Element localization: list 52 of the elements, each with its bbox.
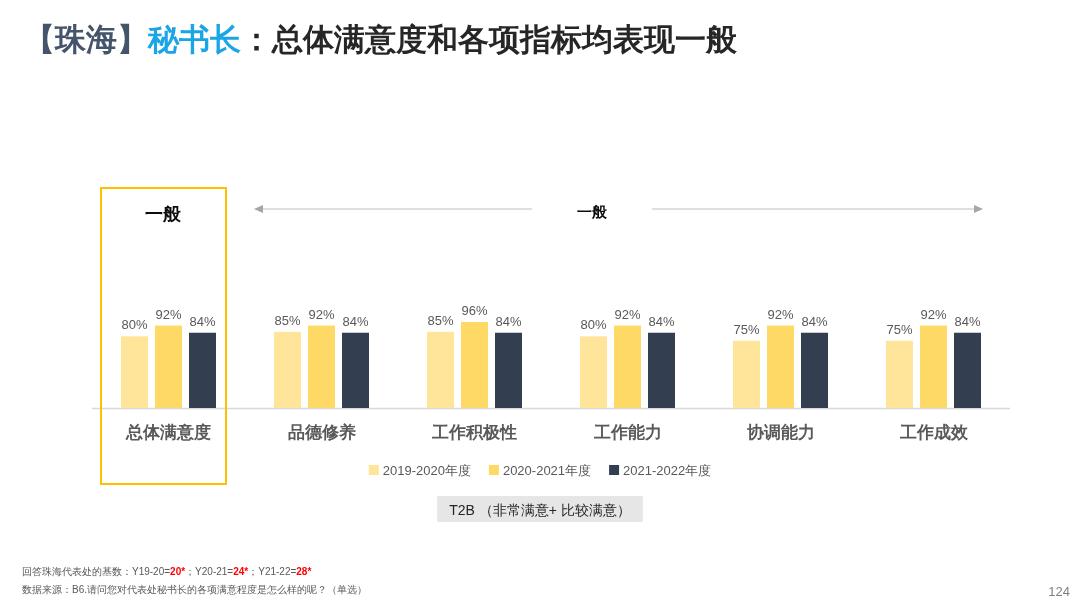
x-tick-label: 协调能力 bbox=[745, 423, 815, 442]
text: 124 bbox=[1048, 584, 1070, 599]
bar bbox=[767, 325, 794, 408]
bar bbox=[648, 332, 675, 408]
legend-label: 2021-2022年度 bbox=[623, 463, 712, 478]
bar bbox=[427, 331, 454, 408]
x-tick-label: 工作积极性 bbox=[431, 423, 517, 442]
bar bbox=[614, 325, 641, 408]
bar bbox=[342, 332, 369, 408]
data-label: 92% bbox=[155, 306, 182, 322]
bar bbox=[155, 325, 182, 408]
data-label: 84% bbox=[189, 313, 216, 329]
data-label: 92% bbox=[614, 306, 641, 322]
data-label: 84% bbox=[648, 313, 675, 329]
data-label: 85% bbox=[427, 312, 454, 328]
text: 一般 bbox=[145, 204, 182, 224]
data-label: 85% bbox=[274, 312, 301, 328]
data-label: 75% bbox=[886, 321, 913, 337]
bar bbox=[274, 331, 301, 408]
legend-label: 2019-2020年度 bbox=[382, 463, 471, 478]
data-label: 80% bbox=[580, 317, 607, 333]
bar bbox=[920, 325, 947, 408]
bar bbox=[308, 325, 335, 408]
bar bbox=[495, 332, 522, 408]
data-label: 92% bbox=[767, 306, 794, 322]
bar bbox=[189, 332, 216, 408]
bar bbox=[954, 332, 981, 408]
data-label: 80% bbox=[121, 317, 148, 333]
x-tick-label: 工作成效 bbox=[898, 423, 969, 442]
x-tick-label: 总体满意度 bbox=[125, 423, 211, 442]
bar bbox=[886, 340, 913, 408]
legend-label: 2020-2021年度 bbox=[502, 463, 592, 478]
bar bbox=[733, 340, 760, 408]
x-tick-label: 品德修养 bbox=[287, 423, 356, 442]
data-label: 92% bbox=[920, 306, 947, 322]
x-tick-label: 工作能力 bbox=[592, 423, 662, 442]
chart-title: 【珠海】秘书长：总体满意度和各项指标均表现一般 bbox=[24, 22, 738, 57]
bar bbox=[801, 332, 828, 408]
source-note: 数据来源：B6.请问您对代表处秘书长的各项满意程度是怎么样的呢？（单选） bbox=[22, 584, 368, 595]
data-label: 75% bbox=[733, 321, 760, 337]
data-label: 96% bbox=[461, 303, 488, 318]
text: 一般 bbox=[577, 203, 608, 220]
data-label: 84% bbox=[801, 313, 828, 329]
text: T2B （非常满意+ 比较满意） bbox=[449, 502, 631, 518]
data-label: 84% bbox=[342, 313, 369, 329]
bar bbox=[121, 336, 148, 408]
bar bbox=[461, 322, 488, 408]
bar bbox=[580, 336, 607, 408]
data-label: 84% bbox=[495, 313, 522, 329]
text: 回答珠海代表处的基数：Y19-20=20*；Y20-21=24*；Y21-22=28* bbox=[22, 566, 312, 577]
data-label: 84% bbox=[954, 313, 981, 329]
data-label: 92% bbox=[308, 306, 335, 322]
